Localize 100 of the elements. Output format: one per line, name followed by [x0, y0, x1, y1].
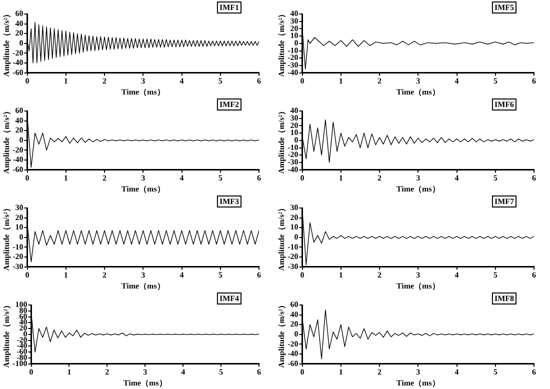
y-tick-label: 60 [15, 106, 24, 116]
y-tick-label: -80 [16, 352, 28, 362]
y-tick-label: 0 [19, 38, 24, 48]
x-tick-label: 2 [102, 76, 107, 86]
y-tick-label: 40 [290, 106, 298, 116]
x-tick-label: 4 [454, 174, 459, 183]
y-tick-label: -10 [288, 46, 298, 55]
y-tick-label: 20 [15, 126, 24, 135]
y-tick-label: 80 [19, 306, 28, 315]
y-tick-label: 10 [290, 128, 298, 138]
chart-title: IMF3 [219, 197, 240, 206]
y-tick-label: 0 [19, 135, 24, 144]
x-tick-label: 0 [300, 174, 304, 183]
y-tick-label: 0 [294, 329, 298, 338]
x-axis-title: Time（ms） [121, 87, 165, 96]
y-tick-label: 30 [290, 113, 298, 122]
chart-title: IMF1 [219, 3, 240, 12]
chart-title: IMF6 [494, 100, 514, 110]
x-tick-label: 1 [338, 76, 343, 86]
x-axis-title: Time（ms） [123, 378, 167, 388]
x-tick-label: 2 [378, 76, 382, 86]
y-tick-label: -30 [288, 262, 298, 271]
y-axis-title: Amplitude（m/s²） [2, 300, 11, 368]
x-tick-label: 3 [143, 368, 148, 377]
chart-title: IMF7 [494, 197, 514, 206]
x-axis-title: Time（ms） [396, 281, 440, 290]
y-axis-title: Amplitude（m/s²） [276, 204, 286, 271]
x-tick-label: 1 [64, 270, 68, 280]
y-tick-label: 20 [290, 212, 298, 222]
x-axis-title: Time（ms） [396, 378, 440, 388]
y-axis-title: Amplitude（m/s²） [2, 10, 11, 77]
x-tick-label: 4 [180, 270, 184, 280]
y-tick-label: 0 [19, 232, 24, 242]
y-tick-label: 40 [290, 310, 298, 319]
x-tick-label: 4 [180, 76, 184, 86]
x-tick-label: 1 [338, 270, 343, 280]
y-axis-title: Amplitude（m/s²） [276, 10, 286, 77]
y-tick-label: 40 [15, 18, 24, 28]
x-tick-label: 2 [378, 368, 382, 377]
y-tick-label: -30 [12, 262, 24, 271]
x-tick-label: 6 [532, 270, 536, 280]
x-tick-label: 1 [64, 174, 68, 183]
x-tick-label: 3 [141, 76, 146, 86]
x-tick-label: 1 [64, 76, 68, 86]
x-tick-label: 4 [181, 368, 186, 377]
y-tick-label: 40 [15, 116, 24, 125]
y-tick-label: -20 [288, 53, 298, 62]
y-tick-label: -20 [288, 252, 298, 262]
y-tick-label: -40 [288, 349, 298, 358]
x-tick-label: 6 [257, 174, 261, 183]
x-tick-label: 5 [218, 270, 222, 280]
x-tick-label: 4 [180, 174, 184, 183]
y-tick-label: 20 [290, 120, 298, 130]
x-tick-label: 1 [67, 368, 72, 377]
y-tick-label: -60 [12, 68, 24, 77]
y-tick-label: -40 [12, 155, 24, 164]
x-tick-label: 5 [493, 368, 498, 377]
x-tick-label: 1 [338, 174, 343, 183]
y-tick-label: -20 [12, 48, 24, 58]
x-tick-label: 3 [416, 174, 420, 183]
x-tick-label: 5 [493, 270, 498, 280]
x-axis-title: Time（ms） [121, 281, 165, 290]
x-tick-label: 5 [493, 76, 498, 86]
x-tick-label: 5 [218, 174, 222, 183]
y-tick-label: 20 [15, 28, 24, 38]
chart-title: IMF2 [219, 100, 240, 110]
x-tick-label: 2 [102, 270, 107, 280]
x-axis-title: Time（ms） [396, 87, 440, 96]
x-axis-title: Time（ms） [121, 184, 165, 194]
x-tick-label: 5 [219, 368, 224, 377]
y-tick-label: -40 [288, 68, 298, 77]
x-tick-label: 2 [378, 174, 382, 183]
y-tick-label: 10 [290, 222, 298, 232]
y-tick-label: 0 [294, 232, 298, 242]
x-tick-label: 4 [454, 76, 459, 86]
x-tick-label: 3 [416, 270, 420, 280]
y-tick-label: -20 [12, 252, 24, 262]
y-tick-label: 60 [15, 9, 24, 18]
x-tick-label: 6 [532, 368, 536, 377]
x-tick-label: 6 [257, 368, 261, 377]
x-tick-label: 6 [532, 76, 536, 86]
x-axis-title: Time（ms） [396, 184, 440, 194]
y-axis-title: Amplitude（m/s²） [2, 106, 11, 174]
x-tick-label: 0 [300, 368, 304, 377]
y-tick-label: 30 [290, 203, 298, 212]
y-tick-label: -60 [288, 358, 298, 368]
x-tick-label: 0 [300, 76, 304, 86]
x-tick-label: 4 [454, 270, 459, 280]
y-tick-label: -40 [12, 58, 24, 68]
y-tick-label: 20 [290, 320, 298, 329]
y-tick-label: 0 [294, 135, 298, 144]
x-tick-label: 2 [105, 368, 110, 377]
y-tick-label: 20 [290, 24, 298, 33]
x-tick-label: 0 [29, 368, 34, 377]
y-tick-label: 30 [290, 16, 298, 26]
x-tick-label: 0 [300, 270, 304, 280]
y-tick-label: -40 [288, 164, 298, 174]
y-tick-label: -20 [288, 150, 298, 160]
x-tick-label: 5 [218, 76, 222, 86]
x-tick-label: 3 [416, 76, 420, 86]
